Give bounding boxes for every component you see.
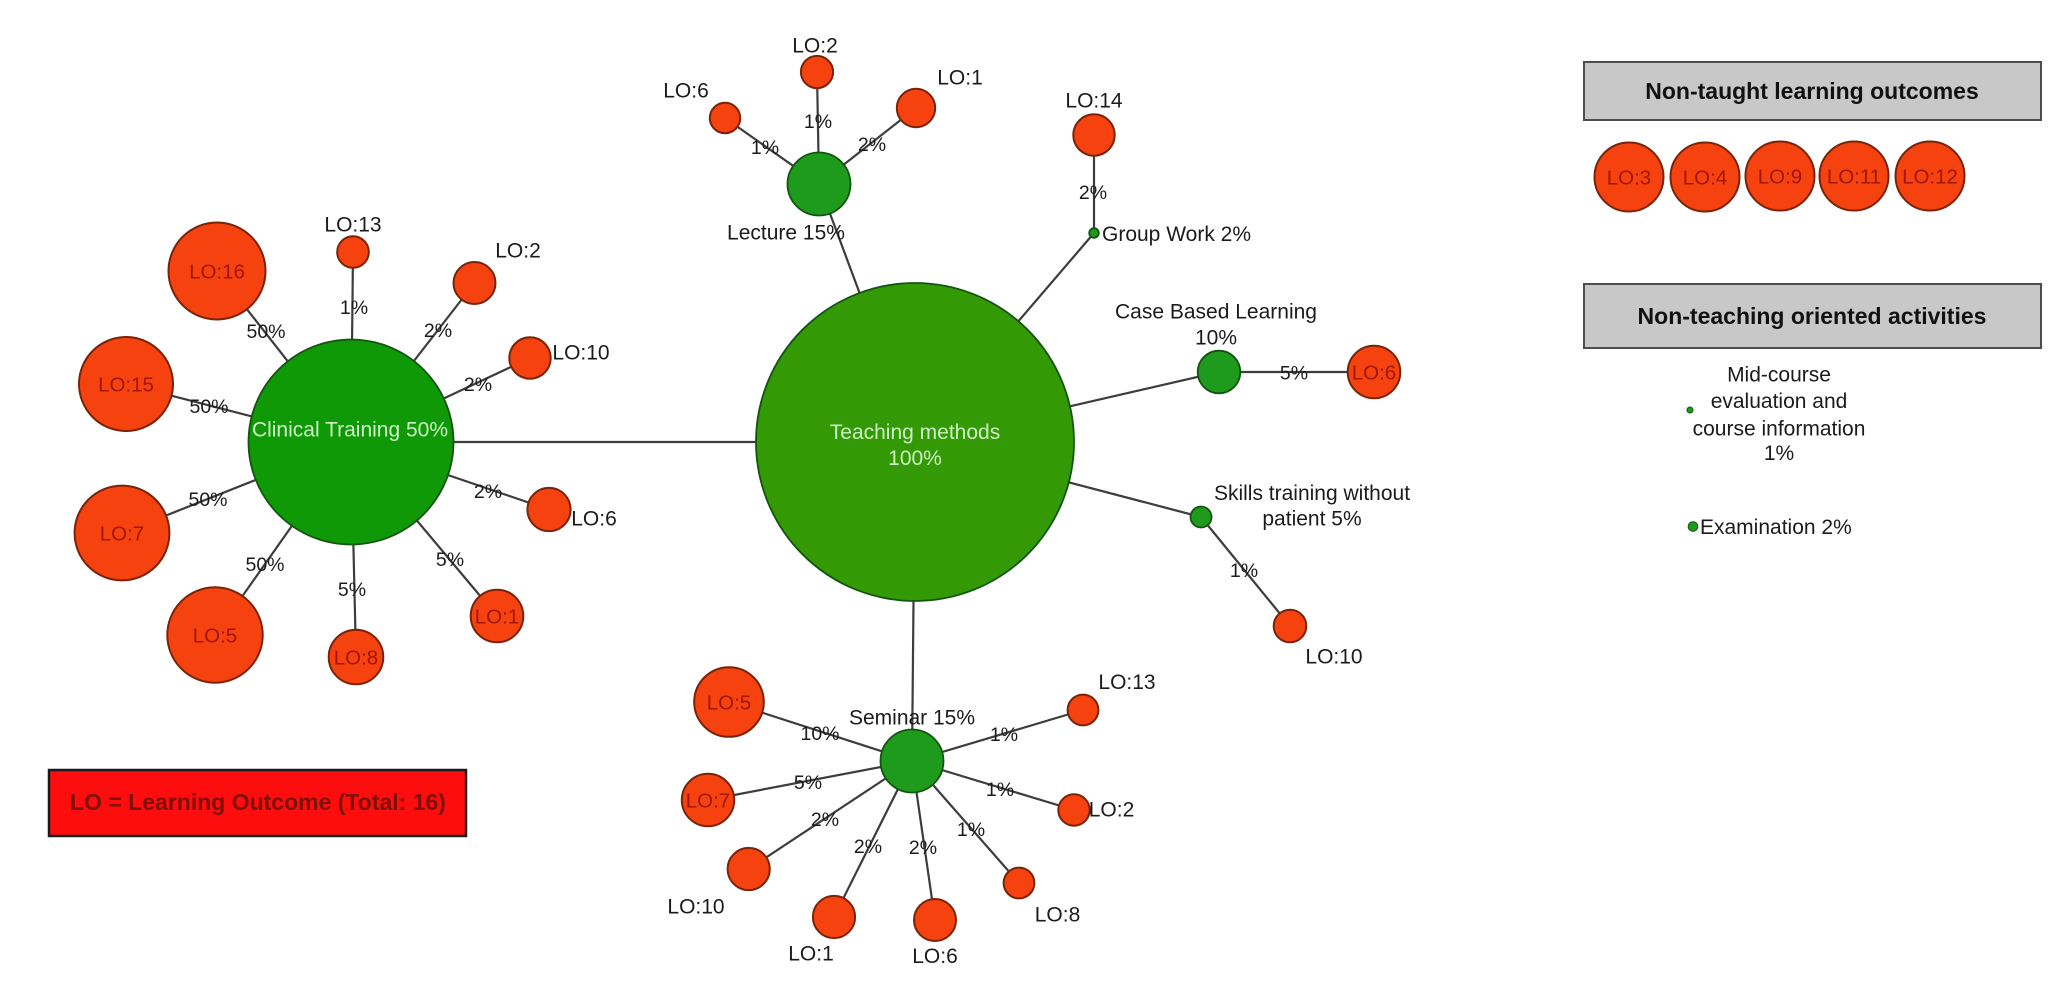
- svg-text:course information: course information: [1693, 418, 1866, 441]
- svg-text:LO:4: LO:4: [1683, 166, 1727, 189]
- svg-text:LO:9: LO:9: [1758, 165, 1802, 188]
- svg-text:2%: 2%: [1079, 182, 1107, 204]
- svg-text:1%: 1%: [1764, 442, 1794, 465]
- svg-text:1%: 1%: [957, 819, 985, 841]
- svg-text:2%: 2%: [424, 320, 452, 342]
- svg-text:2%: 2%: [811, 809, 839, 831]
- svg-text:LO:1: LO:1: [937, 67, 983, 90]
- svg-text:LO:2: LO:2: [495, 240, 541, 263]
- svg-text:LO:16: LO:16: [189, 260, 245, 283]
- svg-text:Teaching methods: Teaching methods: [830, 421, 1000, 444]
- svg-text:2%: 2%: [858, 134, 886, 156]
- svg-text:100%: 100%: [888, 447, 942, 470]
- svg-text:LO:5: LO:5: [193, 624, 237, 647]
- svg-text:5%: 5%: [1280, 363, 1308, 385]
- svg-text:Case Based Learning: Case Based Learning: [1115, 301, 1317, 324]
- svg-text:50%: 50%: [189, 396, 228, 418]
- svg-text:1%: 1%: [804, 111, 832, 133]
- svg-text:LO:6: LO:6: [663, 80, 709, 103]
- svg-text:50%: 50%: [245, 554, 284, 576]
- svg-text:10%: 10%: [1195, 327, 1237, 350]
- svg-text:LO:8: LO:8: [1035, 904, 1081, 927]
- svg-text:1%: 1%: [1230, 560, 1258, 582]
- svg-text:LO:7: LO:7: [686, 789, 730, 812]
- svg-text:LO = Learning Outcome (Total:: LO = Learning Outcome (Total: 16): [70, 789, 446, 815]
- svg-text:LO:3: LO:3: [1607, 166, 1651, 189]
- svg-text:Non-teaching oriented activiti: Non-teaching oriented activities: [1638, 303, 1987, 329]
- svg-text:2%: 2%: [474, 481, 502, 503]
- svg-text:LO:10: LO:10: [1305, 646, 1362, 669]
- svg-text:LO:8: LO:8: [334, 646, 378, 669]
- svg-text:Skills training without: Skills training without: [1214, 482, 1410, 505]
- svg-text:LO:15: LO:15: [98, 373, 154, 396]
- svg-text:1%: 1%: [340, 297, 368, 319]
- svg-text:LO:2: LO:2: [1089, 799, 1135, 822]
- svg-text:LO:13: LO:13: [324, 214, 381, 237]
- svg-text:LO:13: LO:13: [1098, 671, 1155, 694]
- svg-text:evaluation and: evaluation and: [1711, 390, 1848, 413]
- svg-text:5%: 5%: [436, 549, 464, 571]
- svg-text:LO:10: LO:10: [667, 896, 724, 919]
- svg-text:Lecture 15%: Lecture 15%: [727, 222, 845, 245]
- svg-text:5%: 5%: [338, 579, 366, 601]
- svg-text:LO:6: LO:6: [912, 945, 958, 968]
- svg-text:5%: 5%: [794, 772, 822, 794]
- svg-text:50%: 50%: [188, 489, 227, 511]
- svg-text:10%: 10%: [800, 723, 839, 745]
- svg-text:2%: 2%: [854, 836, 882, 858]
- svg-text:Clinical Training 50%: Clinical Training 50%: [252, 419, 448, 442]
- svg-text:LO:10: LO:10: [552, 342, 609, 365]
- svg-text:Mid-course: Mid-course: [1727, 364, 1831, 387]
- svg-text:Seminar 15%: Seminar 15%: [849, 707, 975, 730]
- svg-text:Group Work 2%: Group Work 2%: [1102, 223, 1251, 246]
- svg-text:LO:1: LO:1: [475, 605, 519, 628]
- svg-text:LO:1: LO:1: [788, 943, 834, 966]
- svg-text:LO:11: LO:11: [1827, 165, 1881, 188]
- svg-text:LO:2: LO:2: [792, 35, 838, 58]
- svg-text:2%: 2%: [909, 837, 937, 859]
- svg-text:LO:6: LO:6: [571, 508, 617, 531]
- svg-text:1%: 1%: [990, 724, 1018, 746]
- svg-text:2%: 2%: [464, 374, 492, 396]
- svg-text:LO:6: LO:6: [1352, 361, 1396, 384]
- svg-text:1%: 1%: [751, 137, 779, 159]
- svg-text:patient 5%: patient 5%: [1262, 508, 1361, 531]
- svg-text:Non-taught learning outcomes: Non-taught learning outcomes: [1645, 78, 1979, 104]
- svg-text:LO:12: LO:12: [1902, 165, 1958, 188]
- svg-text:LO:14: LO:14: [1065, 90, 1123, 113]
- svg-text:50%: 50%: [246, 321, 285, 343]
- svg-text:1%: 1%: [986, 779, 1014, 801]
- svg-text:LO:5: LO:5: [707, 691, 751, 714]
- svg-text:Examination 2%: Examination 2%: [1700, 516, 1852, 539]
- svg-text:LO:7: LO:7: [100, 522, 144, 545]
